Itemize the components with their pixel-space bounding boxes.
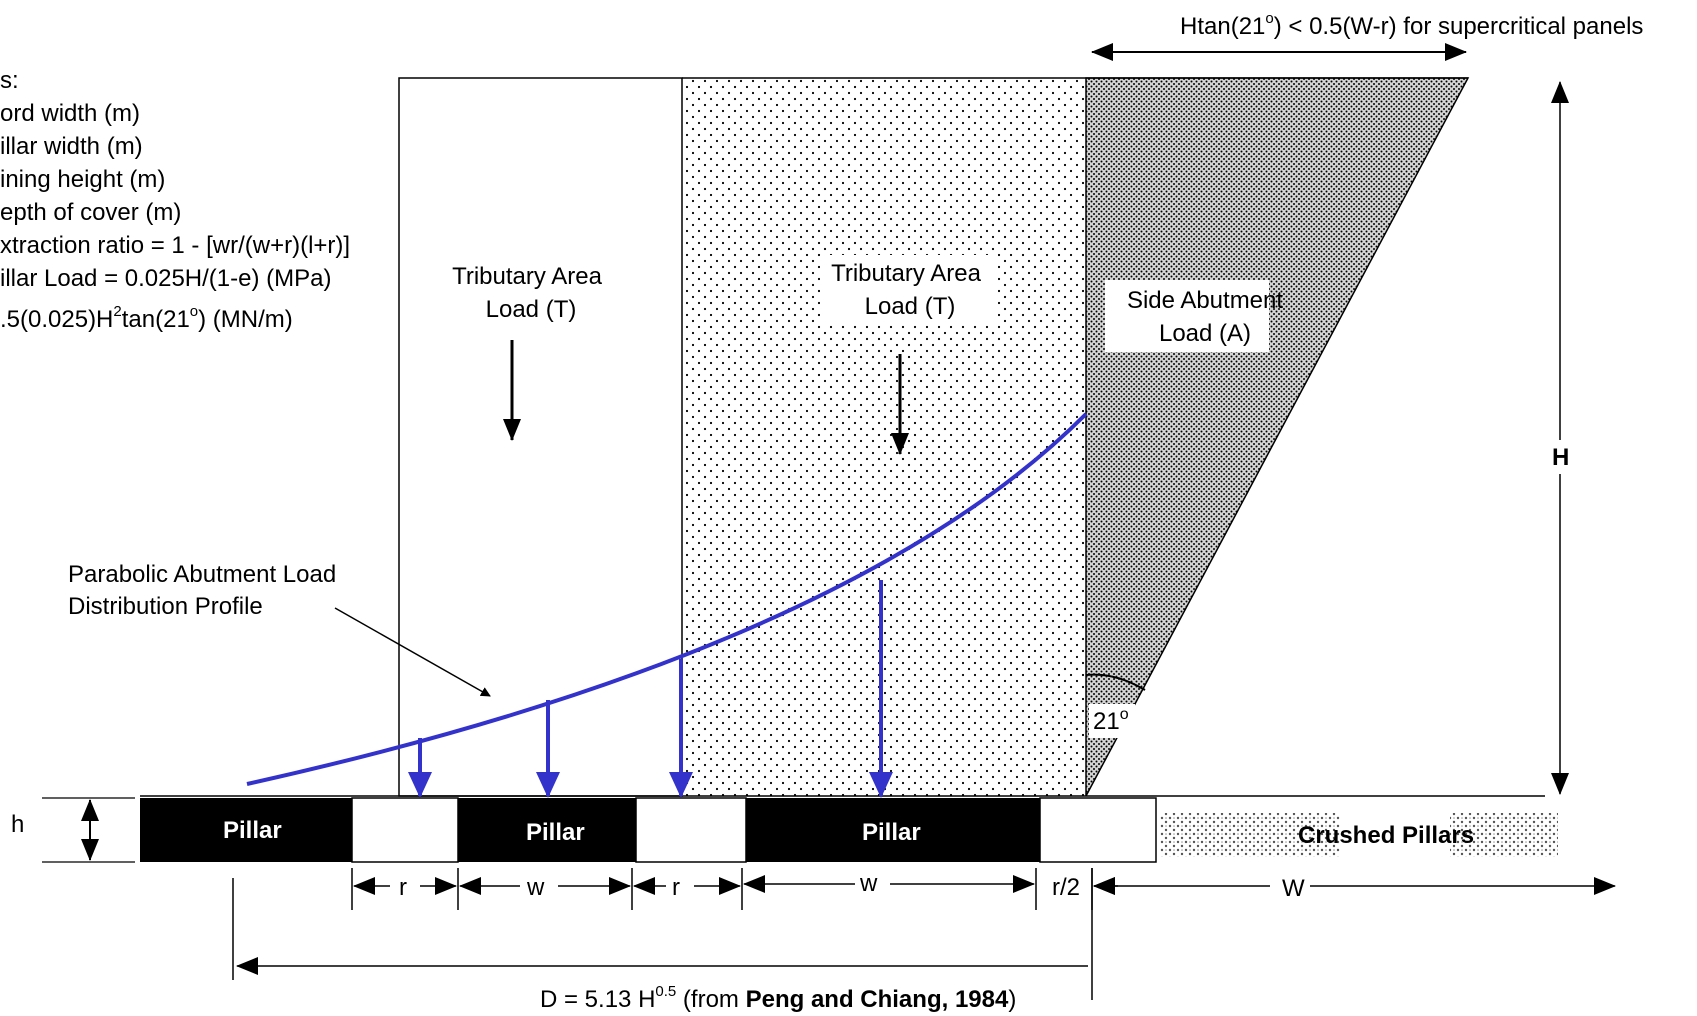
legend-line-6: illar Load = 0.025H/(1-e) (MPa) xyxy=(0,265,331,292)
width-dimensions xyxy=(232,868,1093,1000)
crushed-pillars-zone xyxy=(1160,813,1340,857)
room-1 xyxy=(351,797,459,863)
r-half-label: r/2 xyxy=(1052,874,1080,901)
legend-line-3: ining height (m) xyxy=(0,166,165,193)
tributary-label-right-bg xyxy=(820,255,998,325)
r2-label: r xyxy=(672,874,680,901)
parabola-pointer xyxy=(334,607,491,697)
tributary-label-left-2: Load (T) xyxy=(486,296,577,323)
legend-line-1: ord width (m) xyxy=(0,100,140,127)
side-abutment-label-1: Side Abutment xyxy=(1127,287,1283,314)
legend-abutment-formula: .5(0.025)H2tan(21o) (MN/m) xyxy=(0,303,293,333)
parabolic-profile xyxy=(246,412,1088,786)
parabola-label-1: Parabolic Abutment Load xyxy=(68,561,336,588)
side-abutment-label-2: Load (A) xyxy=(1159,320,1251,347)
pillar-1 xyxy=(140,798,352,862)
side-abutment-label-bg xyxy=(1105,280,1269,352)
pillar-label-3: Pillar xyxy=(862,819,921,846)
w1-label: w xyxy=(526,874,545,901)
tributary-label-right-2: Load (T) xyxy=(865,293,956,320)
pillar-label-1: Pillar xyxy=(223,817,282,844)
pillar-label-2: Pillar xyxy=(526,819,585,846)
legend-line-5: xtraction ratio = 1 - [wr/(w+r)(l+r)] xyxy=(0,232,350,259)
tributary-area-right xyxy=(682,78,1086,796)
h-label: h xyxy=(11,811,24,838)
H-label: H xyxy=(1552,444,1569,471)
room-2 xyxy=(635,797,747,863)
D-formula: D = 5.13 H0.5 (from Peng and Chiang, 198… xyxy=(540,983,1016,1013)
angle-label: 21o xyxy=(1093,706,1129,735)
pillar-2 xyxy=(458,798,636,862)
tributary-label-right-1: Tributary Area xyxy=(831,260,981,287)
legend-line-4: epth of cover (m) xyxy=(0,199,181,226)
supercritical-note: Htan(21o) < 0.5(W-r) for supercritical p… xyxy=(1180,10,1643,40)
parabola-label-2: Distribution Profile xyxy=(68,593,263,620)
r1-label: r xyxy=(399,874,407,901)
legend-line-2: illar width (m) xyxy=(0,133,143,160)
tributary-label-left-1: Tributary Area xyxy=(452,263,602,290)
crushed-pillars-label: Crushed Pillars xyxy=(1298,822,1474,849)
tributary-area-left xyxy=(398,77,683,797)
H-label-bg xyxy=(1548,440,1572,474)
pillar-3 xyxy=(746,798,1040,862)
w2-label: w xyxy=(859,870,878,897)
legend-heading: s: xyxy=(0,67,19,94)
crushed-pillars-zone xyxy=(1450,813,1558,857)
angle-label-bg xyxy=(1089,704,1135,738)
W-label: W xyxy=(1282,875,1305,902)
angle-arc xyxy=(1085,673,1146,691)
room-3 xyxy=(1039,797,1157,863)
